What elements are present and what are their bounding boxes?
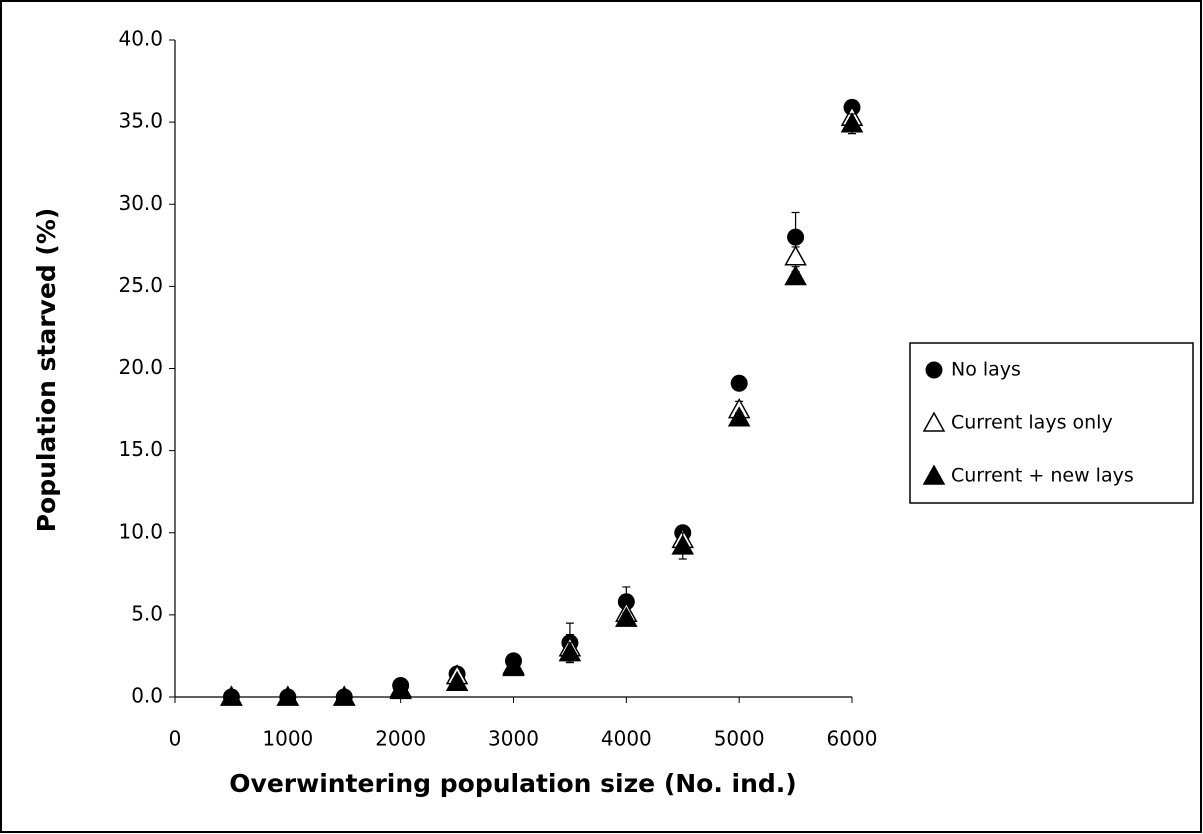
data-point [332,685,356,706]
data-point [840,112,864,133]
x-axis-title: Overwintering population size (No. ind.) [229,769,796,798]
y-tick-label: 15.0 [118,437,163,461]
data-point [558,641,582,662]
data-point [784,245,807,266]
y-tick-label: 0.0 [131,684,163,708]
legend-marker [922,411,946,432]
y-tick-label: 25.0 [118,273,163,297]
data-point [730,374,748,392]
data-point [445,670,469,691]
data-point [671,534,695,555]
legend-label: Current + new lays [951,465,1134,487]
data-point [502,655,525,677]
data-point [727,406,751,427]
x-tick-label: 3000 [488,727,539,751]
x-tick-label: 0 [169,727,182,751]
x-tick-label: 2000 [375,727,426,751]
data-point [276,685,300,706]
data-point [615,606,638,627]
legend-label: Current lays only [951,412,1113,434]
legend-marker [922,464,946,485]
x-tick-label: 6000 [827,727,878,751]
data-point [389,678,412,700]
x-tick-label: 5000 [714,727,765,751]
x-tick-label: 1000 [262,727,313,751]
y-axis-title: Population starved (%) [32,208,61,533]
data-point [787,228,805,246]
y-tick-label: 20.0 [118,355,163,379]
y-tick-label: 5.0 [131,601,163,625]
data-point [784,264,807,286]
legend-box [909,342,1194,504]
x-tick-label: 4000 [601,727,652,751]
y-tick-label: 30.0 [118,191,163,215]
data-point [220,685,243,706]
legend-marker [925,361,943,379]
legend-label: No lays [951,359,1021,381]
y-tick-label: 10.0 [118,519,163,543]
y-tick-label: 35.0 [118,109,163,133]
y-tick-label: 40.0 [118,27,163,51]
